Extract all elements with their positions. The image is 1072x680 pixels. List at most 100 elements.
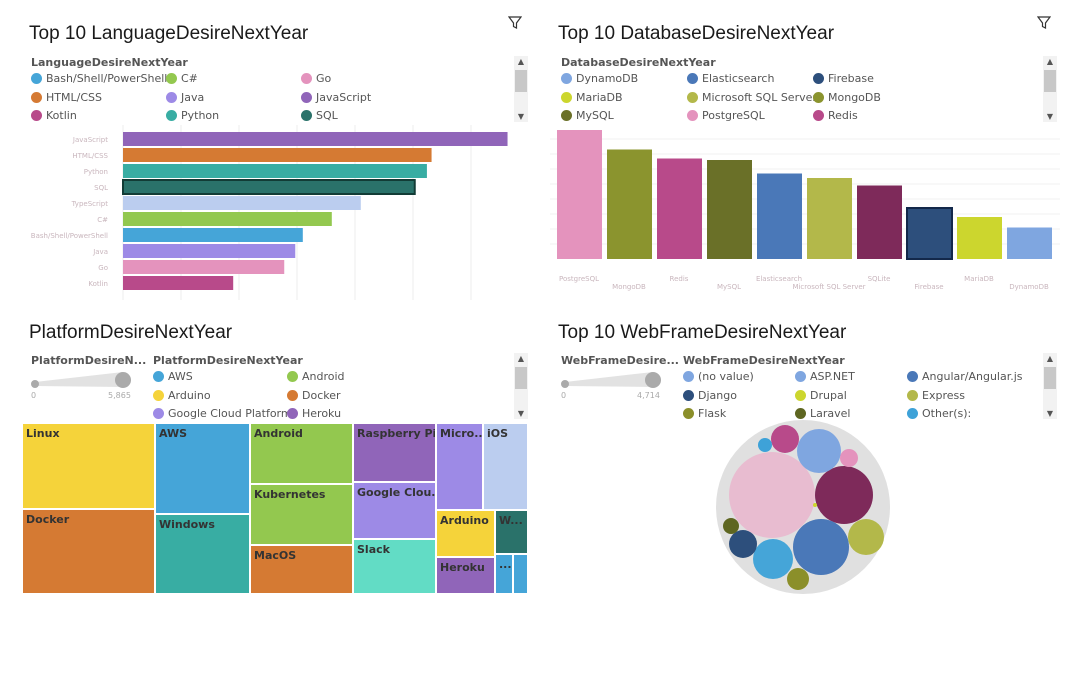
legend-scrollbar[interactable]: ▲ ▼ xyxy=(514,56,528,122)
bar-mariadb[interactable] xyxy=(957,217,1002,259)
legend-item-no-value[interactable]: (no value) xyxy=(683,370,754,383)
treemap-tile-heroku[interactable]: Heroku xyxy=(436,557,495,594)
legend-item-google-cloud-platform[interactable]: Google Cloud Platform xyxy=(153,407,292,420)
legend-item-sql[interactable]: SQL xyxy=(301,109,338,122)
legend-item-aws[interactable]: AWS xyxy=(153,370,193,383)
bubble[interactable] xyxy=(793,519,849,575)
treemap-tile-blank[interactable]: ... xyxy=(495,554,513,594)
bar-kotlin[interactable] xyxy=(123,276,234,290)
treemap-tile-android[interactable]: Android xyxy=(250,423,353,484)
legend-swatch xyxy=(813,110,824,121)
bubble[interactable] xyxy=(815,466,873,524)
legend-item-elasticsearch[interactable]: Elasticsearch xyxy=(687,72,774,85)
treemap-tile-arduino[interactable]: Arduino xyxy=(436,510,495,557)
legend-item-kotlin[interactable]: Kotlin xyxy=(31,109,77,122)
bar-bash-shell-powershell[interactable] xyxy=(123,228,303,242)
bar-go[interactable] xyxy=(123,260,285,274)
size-min: 0 xyxy=(561,391,567,400)
legend-scrollbar[interactable]: ▲ ▼ xyxy=(514,353,528,419)
legend-item-java[interactable]: Java xyxy=(166,91,204,104)
treemap-tile-windows[interactable]: Windows xyxy=(155,514,250,594)
legend-item-other-s[interactable]: Other(s): xyxy=(907,407,971,420)
legend-item-mysql[interactable]: MySQL xyxy=(561,109,614,122)
bar-postgresql[interactable] xyxy=(557,130,602,259)
legend-item-postgresql[interactable]: PostgreSQL xyxy=(687,109,765,122)
treemap-tile-raspberry-pi[interactable]: Raspberry Pi xyxy=(353,423,436,482)
legend-item-drupal[interactable]: Drupal xyxy=(795,389,847,402)
legend-label: Redis xyxy=(828,109,858,122)
bar-elasticsearch[interactable] xyxy=(757,173,802,260)
filter-icon[interactable] xyxy=(1037,16,1051,30)
bar-typescript[interactable] xyxy=(123,196,361,210)
legend-item-asp-net[interactable]: ASP.NET xyxy=(795,370,855,383)
legend-item-firebase[interactable]: Firebase xyxy=(813,72,874,85)
bubble[interactable] xyxy=(723,518,739,534)
legend-item-c[interactable]: C# xyxy=(166,72,198,85)
legend-item-android[interactable]: Android xyxy=(287,370,345,383)
legend-swatch xyxy=(795,408,806,419)
legend-item-python[interactable]: Python xyxy=(166,109,219,122)
treemap-tile-docker[interactable]: Docker xyxy=(22,509,155,594)
legend-item-javascript[interactable]: JavaScript xyxy=(301,91,371,104)
bubble[interactable] xyxy=(753,539,793,579)
bubble[interactable] xyxy=(813,503,817,507)
bar-sqlite[interactable] xyxy=(857,185,902,260)
bar-mongodb[interactable] xyxy=(607,149,652,260)
legend-label: Express xyxy=(922,388,965,402)
bar-mysql[interactable] xyxy=(707,160,752,259)
legend-scrollbar[interactable]: ▲ ▼ xyxy=(1043,56,1057,122)
treemap-tile-aws[interactable]: AWS xyxy=(155,423,250,514)
bar-dynamodb[interactable] xyxy=(1007,227,1052,260)
legend-item-dynamodb[interactable]: DynamoDB xyxy=(561,72,638,85)
bubble[interactable] xyxy=(840,449,858,467)
bubble[interactable] xyxy=(848,519,884,555)
legend-label: Microsoft SQL Server xyxy=(702,90,817,104)
treemap-tile-micro[interactable]: Micro... xyxy=(436,423,483,510)
bar-sql[interactable] xyxy=(122,179,416,195)
bar-html-css[interactable] xyxy=(123,148,432,162)
bar-redis[interactable] xyxy=(657,158,702,260)
legend-item-angular-angular-js[interactable]: Angular/Angular.js xyxy=(907,370,1023,383)
legend-item-docker[interactable]: Docker xyxy=(287,389,341,402)
legend-item-laravel[interactable]: Laravel xyxy=(795,407,850,420)
treemap-tile-linux[interactable]: Linux xyxy=(22,423,155,509)
legend-item-mongodb[interactable]: MongoDB xyxy=(813,91,881,104)
legend-item-bash-shell-powershell[interactable]: Bash/Shell/PowerShell xyxy=(31,72,167,85)
treemap-tile-ios[interactable]: iOS xyxy=(483,423,528,510)
legend-label: Flask xyxy=(698,407,727,420)
treemap-tile-kubernetes[interactable]: Kubernetes xyxy=(250,484,353,545)
bubble[interactable] xyxy=(729,452,815,538)
bubble[interactable] xyxy=(797,429,841,473)
bar-python[interactable] xyxy=(123,164,427,178)
treemap-tile-google-clou[interactable]: Google Clou... xyxy=(353,482,436,539)
bar-javascript[interactable] xyxy=(123,132,508,146)
legend-item-html-css[interactable]: HTML/CSS xyxy=(31,91,102,104)
treemap-tile-slack[interactable]: Slack xyxy=(353,539,436,594)
legend-item-microsoft-sql-server[interactable]: Microsoft SQL Server xyxy=(687,91,817,104)
legend-label: MySQL xyxy=(576,109,614,122)
legend-swatch xyxy=(813,73,824,84)
legend-item-redis[interactable]: Redis xyxy=(813,109,858,122)
tile-label: Android xyxy=(254,427,303,440)
bar-microsoft-sql-server[interactable] xyxy=(807,178,852,259)
filter-icon[interactable] xyxy=(508,16,522,30)
legend-item-arduino[interactable]: Arduino xyxy=(153,389,211,402)
legend-item-django[interactable]: Django xyxy=(683,389,737,402)
treemap-tile-blank[interactable] xyxy=(513,554,528,594)
legend-item-go[interactable]: Go xyxy=(301,72,331,85)
legend-scrollbar[interactable]: ▲ ▼ xyxy=(1043,353,1057,419)
bar-c[interactable] xyxy=(123,212,332,226)
bubble[interactable] xyxy=(758,438,772,452)
legend-item-flask[interactable]: Flask xyxy=(683,407,726,420)
bubble[interactable] xyxy=(771,425,799,453)
treemap-tile-w[interactable]: W... xyxy=(495,510,528,554)
bar-java[interactable] xyxy=(123,244,296,258)
bubble[interactable] xyxy=(729,530,757,558)
legend-item-express[interactable]: Express xyxy=(907,389,965,402)
treemap-tile-macos[interactable]: MacOS xyxy=(250,545,353,594)
legend-item-mariadb[interactable]: MariaDB xyxy=(561,91,623,104)
axis-label: PostgreSQL xyxy=(559,275,599,283)
bubble[interactable] xyxy=(787,568,809,590)
legend-item-heroku[interactable]: Heroku xyxy=(287,407,341,420)
bar-firebase[interactable] xyxy=(906,207,953,260)
